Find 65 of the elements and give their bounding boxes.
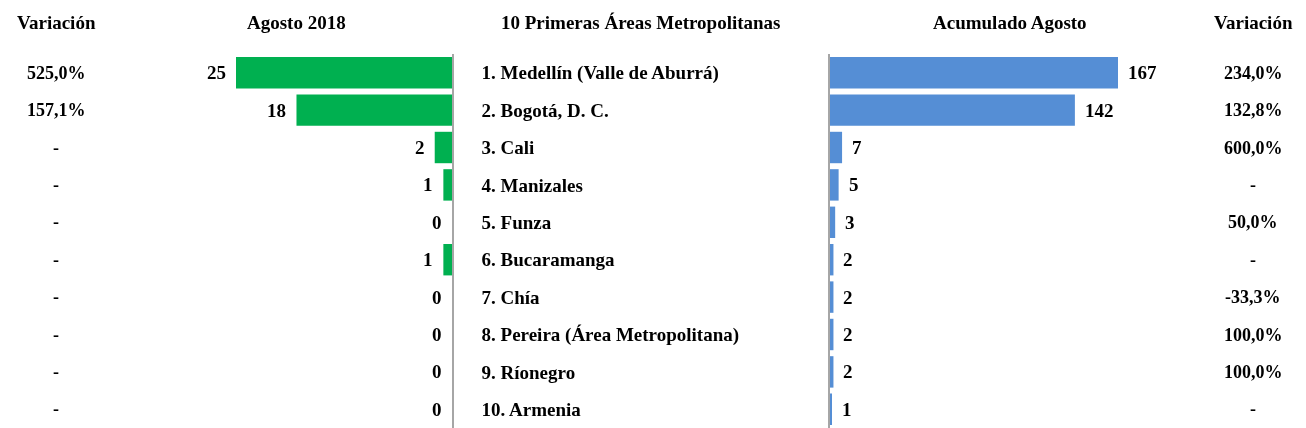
bar	[443, 169, 452, 201]
y-tick-label: 6. Bucaramanga	[481, 249, 616, 271]
bar	[830, 94, 1075, 126]
data-label: 0	[432, 324, 442, 345]
text: Variación	[17, 12, 96, 33]
data-label: 0	[432, 212, 442, 233]
data-label: 2	[843, 287, 853, 308]
data-label: 0	[432, 399, 442, 420]
bar	[296, 94, 452, 126]
chart-title: Acumulado Agosto	[933, 12, 1087, 33]
y-tick-label: 1. Medellín (Valle de Aburrá)	[481, 62, 719, 85]
bar	[830, 169, 839, 201]
text: 100,0%	[1224, 362, 1283, 382]
text: -	[1250, 175, 1256, 195]
text: Variación	[1214, 12, 1293, 33]
data-label: 2	[843, 324, 853, 345]
text: -	[1250, 399, 1256, 419]
bar	[434, 131, 452, 164]
y-tick-label: 9. Ríonegro	[481, 361, 576, 383]
text: -	[53, 212, 59, 232]
data-label: 0	[432, 287, 442, 308]
text: -	[53, 362, 59, 382]
text: 50,0%	[1228, 212, 1278, 232]
data-label: 167	[1128, 62, 1157, 83]
y-tick-label: 8. Pereira (Área Metropolitana)	[481, 324, 740, 347]
y-tick-label: 5. Funza	[481, 211, 552, 233]
data-label: 2	[415, 137, 425, 158]
data-label: 7	[852, 137, 862, 158]
data-label: 1	[423, 174, 433, 195]
y-tick-label: 4. Manizales	[481, 174, 583, 196]
text: 600,0%	[1224, 138, 1283, 158]
bar	[830, 131, 843, 164]
data-label: 18	[267, 100, 286, 121]
text: 157,1%	[27, 100, 86, 120]
text: -	[53, 250, 59, 270]
y-tick-label: 7. Chía	[481, 286, 541, 308]
data-label: 2	[843, 249, 853, 270]
chart-title: Agosto 2018	[247, 12, 346, 33]
data-label: 5	[849, 174, 859, 195]
text: -	[53, 138, 59, 158]
y-tick-label: 3. Cali	[481, 137, 535, 159]
y-tick-label: 10. Armenia	[481, 398, 582, 420]
text: 132,8%	[1224, 100, 1283, 120]
bar	[443, 243, 452, 276]
data-label: 1	[842, 399, 852, 420]
data-label: 25	[207, 62, 226, 83]
text: -	[53, 175, 59, 195]
data-label: 1	[423, 249, 433, 270]
text: -	[1250, 250, 1256, 270]
bar	[830, 56, 1118, 89]
data-label: 142	[1085, 100, 1114, 121]
data-label: 0	[432, 361, 442, 382]
data-label: 2	[843, 361, 853, 382]
text: 100,0%	[1224, 325, 1283, 345]
y-axis-title: 10 Primeras Áreas Metropolitanas	[501, 12, 781, 33]
data-label: 3	[845, 212, 855, 233]
text: -	[53, 325, 59, 345]
bar	[830, 206, 836, 239]
y-tick-label: 2. Bogotá, D. C.	[481, 99, 609, 121]
bar	[236, 56, 452, 89]
text: -	[53, 287, 59, 307]
text: 234,0%	[1224, 63, 1283, 83]
text: 525,0%	[27, 63, 86, 83]
text: -	[53, 399, 59, 419]
text: -33,3%	[1225, 287, 1281, 307]
